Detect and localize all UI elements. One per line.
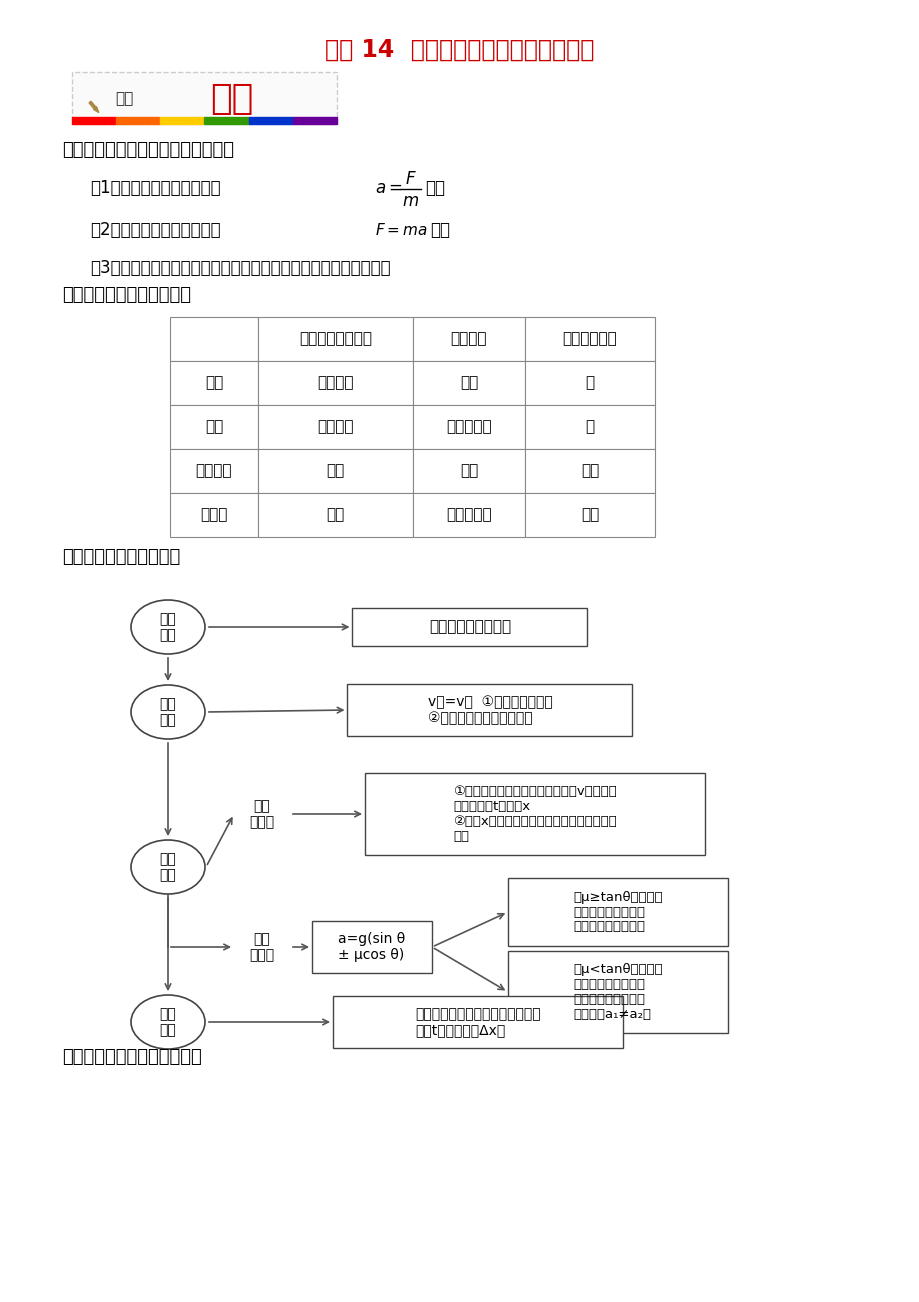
Bar xyxy=(248,117,292,124)
Text: 能: 能 xyxy=(584,419,594,435)
Bar xyxy=(365,773,704,855)
Text: 微小不计: 微小不计 xyxy=(317,419,354,435)
Bar xyxy=(170,493,257,536)
Bar xyxy=(525,493,654,536)
Text: 弹力能否突变: 弹力能否突变 xyxy=(562,332,617,346)
Text: $a=$: $a=$ xyxy=(375,178,403,197)
Text: 轻绳: 轻绳 xyxy=(205,375,223,391)
Bar xyxy=(525,405,654,449)
Bar xyxy=(72,72,336,124)
Bar xyxy=(72,117,116,124)
Text: 轻弹簧: 轻弹簧 xyxy=(200,508,227,522)
Bar xyxy=(160,117,204,124)
Text: 四、滑块－木板模型分析方法: 四、滑块－木板模型分析方法 xyxy=(62,1048,201,1066)
Text: v带=v带  ①摩擦力发生突变
②物体的运动状态发生改变: v带=v带 ①摩擦力发生突变 ②物体的运动状态发生改变 xyxy=(427,695,551,725)
Text: 纵向弹力: 纵向弹力 xyxy=(450,332,487,346)
Text: ）。: ）。 xyxy=(429,221,449,240)
Text: 水平
传送带: 水平 传送带 xyxy=(249,799,274,829)
Text: 解读: 解读 xyxy=(210,82,254,116)
Bar xyxy=(525,449,654,493)
Text: 三、传送带模型分析方法: 三、传送带模型分析方法 xyxy=(62,548,180,566)
Bar xyxy=(170,405,257,449)
Bar xyxy=(507,878,727,947)
Text: 不能: 不能 xyxy=(580,464,598,479)
Text: 不能: 不能 xyxy=(580,508,598,522)
Text: （3）综合受力分析和运动状态分析，运用牛顿第二定律解决问题。: （3）综合受力分析和运动状态分析，运用牛顿第二定律解决问题。 xyxy=(90,259,391,277)
Ellipse shape xyxy=(130,685,205,740)
Text: 力与
运动: 力与 运动 xyxy=(160,852,176,881)
Text: 拉力: 拉力 xyxy=(460,464,478,479)
Bar xyxy=(312,921,432,973)
Text: 拉力或压力: 拉力或压力 xyxy=(446,508,492,522)
Bar xyxy=(525,361,654,405)
Text: （1）从受力确定运动情况（: （1）从受力确定运动情况（ xyxy=(90,178,221,197)
Text: 较大: 较大 xyxy=(326,508,345,522)
Text: 拉力或压力: 拉力或压力 xyxy=(446,419,492,435)
Text: 研究
对象: 研究 对象 xyxy=(160,612,176,642)
Bar xyxy=(413,493,525,536)
Bar xyxy=(413,449,525,493)
Bar xyxy=(257,493,413,536)
Text: 若μ≥tanθ，且物体
能与传送带共速，则
共速后物体匀速运动: 若μ≥tanθ，且物体 能与传送带共速，则 共速后物体匀速运动 xyxy=(573,891,662,934)
Ellipse shape xyxy=(130,840,205,894)
Text: ）。: ）。 xyxy=(425,178,445,197)
Text: $F$: $F$ xyxy=(404,171,416,187)
Bar xyxy=(292,117,336,124)
Bar xyxy=(257,449,413,493)
Bar xyxy=(347,684,632,736)
Text: 较大: 较大 xyxy=(326,464,345,479)
Text: 微小不计: 微小不计 xyxy=(317,375,354,391)
Bar xyxy=(507,950,727,1032)
Ellipse shape xyxy=(130,600,205,654)
Text: 倾斜
传送带: 倾斜 传送带 xyxy=(249,932,274,962)
Text: 专题 14  用牛顿第二定律解决两类问题: 专题 14 用牛顿第二定律解决两类问题 xyxy=(325,38,594,62)
Bar xyxy=(257,405,413,449)
Text: a=g(sin θ
± μcos θ): a=g(sin θ ± μcos θ) xyxy=(338,932,405,962)
Bar xyxy=(257,316,413,361)
Bar xyxy=(116,117,160,124)
Text: 能: 能 xyxy=(584,375,594,391)
FancyArrow shape xyxy=(89,102,98,112)
Bar xyxy=(170,316,257,361)
Text: 一、用牛顿第二定律解决动力学问题: 一、用牛顿第二定律解决动力学问题 xyxy=(62,141,233,159)
Bar xyxy=(257,361,413,405)
Text: 受外力时的形变量: 受外力时的形变量 xyxy=(299,332,371,346)
Text: $F=ma$: $F=ma$ xyxy=(375,223,427,238)
Bar xyxy=(413,405,525,449)
Text: 轻橡皮绳: 轻橡皮绳 xyxy=(196,464,232,479)
Text: 拉力: 拉力 xyxy=(460,375,478,391)
Text: 临界
状态: 临界 状态 xyxy=(160,697,176,727)
Text: 二、瞬时变化的动力学模型: 二、瞬时变化的动力学模型 xyxy=(62,286,191,303)
Text: ①根据物体的受力和传送带的速度v计算物体
加速的时间t和位移x
②再由x和传送带长度的关系判断物体的运动
形式: ①根据物体的受力和传送带的速度v计算物体 加速的时间t和位移x ②再由x和传送带… xyxy=(453,785,617,842)
Bar xyxy=(333,996,622,1048)
Bar xyxy=(170,361,257,405)
Bar xyxy=(170,449,257,493)
Bar xyxy=(413,361,525,405)
Text: 轻杆: 轻杆 xyxy=(205,419,223,435)
Text: 考点: 考点 xyxy=(115,91,133,107)
Text: 结果
计算: 结果 计算 xyxy=(160,1006,176,1038)
Text: 若μ<tanθ，且物体
能与传送带共速，则
共速后物体相对传送
带加速（a₁≠a₂）: 若μ<tanθ，且物体 能与传送带共速，则 共速后物体相对传送 带加速（a₁≠a… xyxy=(573,963,662,1021)
Bar xyxy=(352,608,587,646)
Text: 传送带及其上的物体: 传送带及其上的物体 xyxy=(428,620,511,634)
Ellipse shape xyxy=(130,995,205,1049)
Bar xyxy=(525,316,654,361)
Bar xyxy=(413,316,525,361)
Bar xyxy=(204,117,248,124)
Text: $m$: $m$ xyxy=(402,191,419,210)
Text: 进一步计算物体在传送带上的运动
时间t、相对位移Δx等: 进一步计算物体在传送带上的运动 时间t、相对位移Δx等 xyxy=(414,1006,540,1038)
Text: （2）从运动情况确定受力（: （2）从运动情况确定受力（ xyxy=(90,221,221,240)
